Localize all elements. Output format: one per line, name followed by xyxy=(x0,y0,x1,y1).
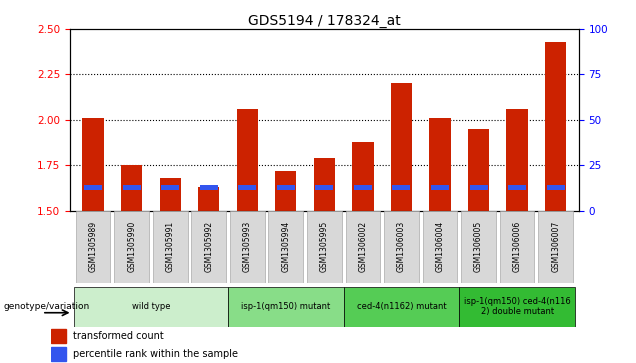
Bar xyxy=(352,142,373,211)
Text: wild type: wild type xyxy=(132,302,170,311)
Text: GSM1306007: GSM1306007 xyxy=(551,221,560,273)
Bar xyxy=(506,109,528,211)
Bar xyxy=(51,347,67,361)
Bar xyxy=(238,185,256,189)
Bar xyxy=(198,187,219,211)
Bar xyxy=(161,185,179,189)
Text: GSM1306004: GSM1306004 xyxy=(436,221,445,273)
FancyBboxPatch shape xyxy=(307,211,342,283)
Bar xyxy=(200,185,218,189)
Text: GSM1306002: GSM1306002 xyxy=(359,221,368,272)
FancyBboxPatch shape xyxy=(538,211,573,283)
Text: ced-4(n1162) mutant: ced-4(n1162) mutant xyxy=(357,302,446,311)
Bar xyxy=(429,118,450,211)
Text: GSM1306005: GSM1306005 xyxy=(474,221,483,273)
FancyBboxPatch shape xyxy=(500,211,534,283)
FancyBboxPatch shape xyxy=(345,211,380,283)
Text: transformed count: transformed count xyxy=(73,331,164,341)
Bar xyxy=(469,185,488,189)
Text: GSM1306003: GSM1306003 xyxy=(397,221,406,273)
Text: GSM1305991: GSM1305991 xyxy=(166,221,175,272)
Bar xyxy=(123,185,141,189)
Text: GSM1305992: GSM1305992 xyxy=(204,221,213,272)
Bar xyxy=(84,185,102,189)
Text: percentile rank within the sample: percentile rank within the sample xyxy=(73,349,238,359)
FancyBboxPatch shape xyxy=(114,211,149,283)
Bar xyxy=(545,42,566,211)
Bar xyxy=(277,185,295,189)
Text: GSM1305990: GSM1305990 xyxy=(127,221,136,273)
Bar xyxy=(431,185,449,189)
FancyBboxPatch shape xyxy=(76,211,111,283)
Bar xyxy=(237,109,258,211)
FancyBboxPatch shape xyxy=(459,287,575,327)
FancyBboxPatch shape xyxy=(228,287,343,327)
FancyBboxPatch shape xyxy=(74,287,228,327)
Bar xyxy=(51,329,67,343)
FancyBboxPatch shape xyxy=(153,211,188,283)
FancyBboxPatch shape xyxy=(384,211,418,283)
Bar xyxy=(508,185,526,189)
Bar xyxy=(83,118,104,211)
Bar xyxy=(468,129,489,211)
Title: GDS5194 / 178324_at: GDS5194 / 178324_at xyxy=(248,14,401,28)
Text: isp-1(qm150) ced-4(n116
2) double mutant: isp-1(qm150) ced-4(n116 2) double mutant xyxy=(464,297,570,317)
Text: GSM1305995: GSM1305995 xyxy=(320,221,329,273)
Bar xyxy=(160,178,181,211)
Text: GSM1305993: GSM1305993 xyxy=(243,221,252,273)
Text: GSM1305989: GSM1305989 xyxy=(88,221,97,272)
FancyBboxPatch shape xyxy=(461,211,496,283)
Bar xyxy=(275,171,296,211)
Text: GSM1306006: GSM1306006 xyxy=(513,221,522,273)
Bar xyxy=(392,185,410,189)
Bar xyxy=(354,185,372,189)
FancyBboxPatch shape xyxy=(343,287,459,327)
Bar xyxy=(546,185,565,189)
Text: isp-1(qm150) mutant: isp-1(qm150) mutant xyxy=(241,302,331,311)
FancyBboxPatch shape xyxy=(191,211,226,283)
FancyBboxPatch shape xyxy=(268,211,303,283)
FancyBboxPatch shape xyxy=(230,211,265,283)
Text: genotype/variation: genotype/variation xyxy=(3,302,90,311)
Bar xyxy=(314,158,335,211)
Bar xyxy=(315,185,333,189)
FancyBboxPatch shape xyxy=(423,211,457,283)
Bar xyxy=(121,165,142,211)
Bar xyxy=(391,83,412,211)
Text: GSM1305994: GSM1305994 xyxy=(281,221,290,273)
